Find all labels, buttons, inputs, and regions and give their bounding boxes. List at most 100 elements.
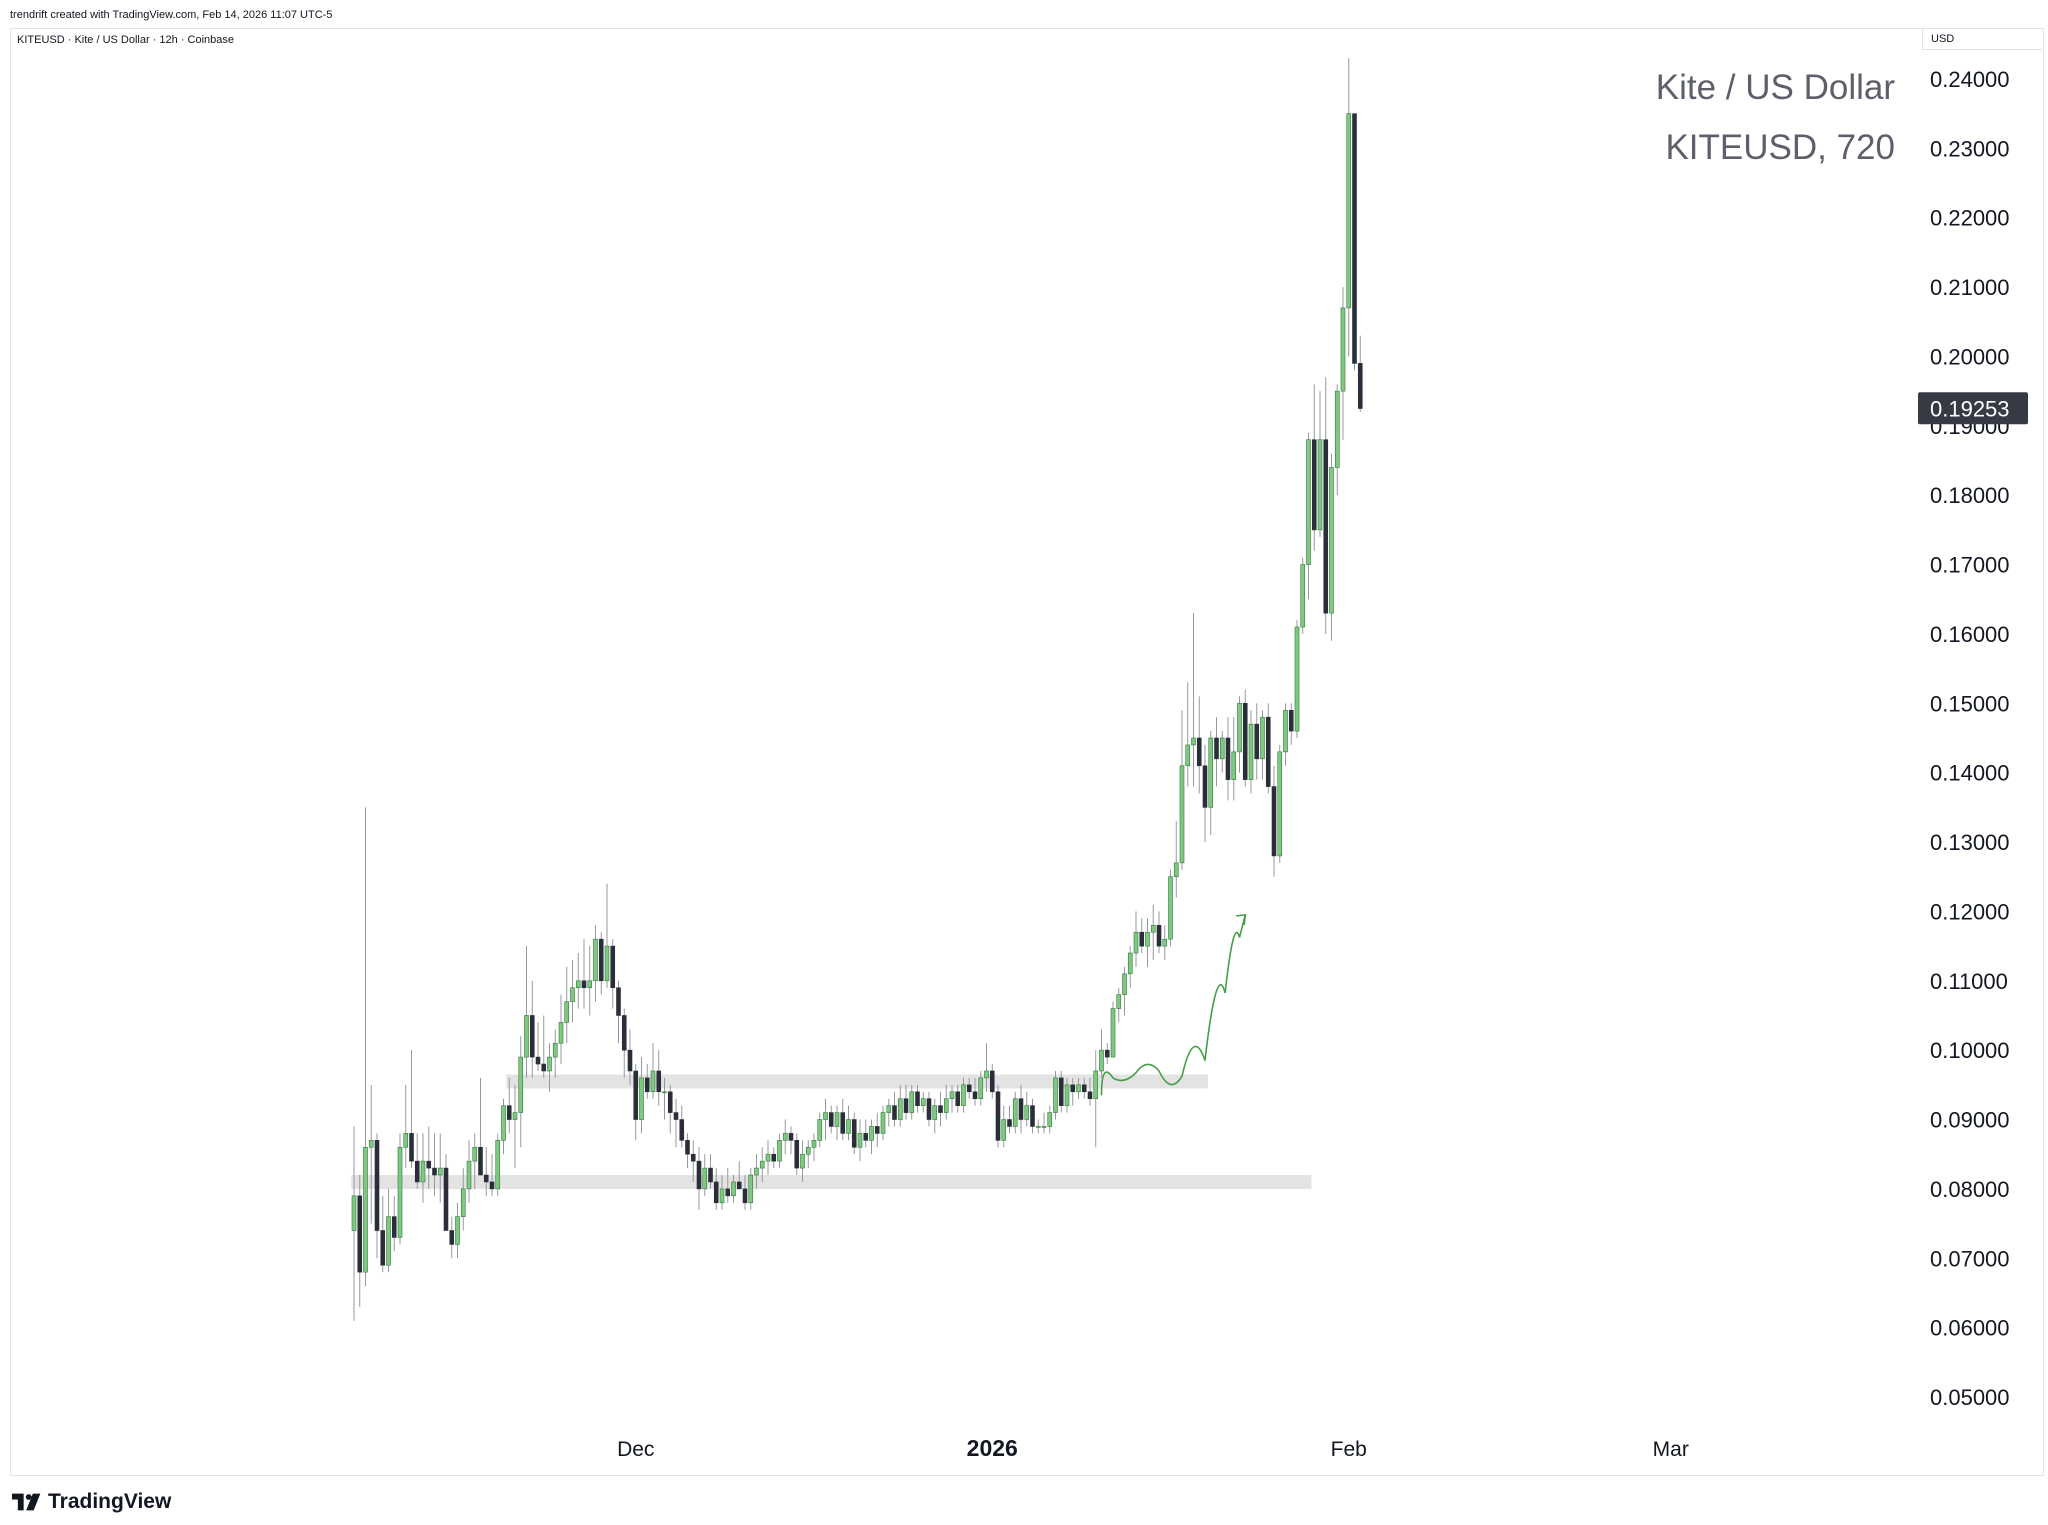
candle: [426, 1126, 432, 1189]
candle-body-up: [650, 1070, 656, 1093]
candle: [1185, 682, 1191, 787]
candle-body-up: [1064, 1084, 1070, 1106]
candle: [1248, 710, 1254, 794]
candle-body-down: [644, 1077, 650, 1093]
candle-body-down: [1030, 1105, 1035, 1127]
candle-body-down: [1018, 1098, 1024, 1120]
candle-body-down: [610, 945, 616, 989]
candle: [552, 1029, 558, 1078]
price-tick-label: 0.17000: [1930, 553, 2010, 578]
candle: [449, 1216, 455, 1259]
candle: [989, 1064, 995, 1099]
candle-body-up: [1317, 439, 1323, 531]
candle-body-down: [771, 1153, 777, 1162]
candle-body-up: [512, 1112, 518, 1120]
time-tick-label: 2026: [967, 1435, 1018, 1461]
candle-body-down: [374, 1140, 380, 1231]
candle-body-up: [909, 1091, 915, 1113]
candle-body-down: [621, 1015, 627, 1051]
candle-body-down: [725, 1188, 731, 1197]
tradingview-logo[interactable]: TradingView: [12, 1490, 171, 1514]
candle: [943, 1084, 949, 1120]
candle: [351, 1126, 357, 1321]
candle: [708, 1154, 713, 1189]
candle-body-up: [869, 1126, 874, 1141]
candle: [966, 1077, 972, 1099]
time-tick-label: Feb: [1331, 1438, 1367, 1461]
candle: [823, 1098, 828, 1141]
candle-body-down: [1323, 439, 1329, 614]
candle: [432, 1133, 437, 1196]
candle-body-down: [598, 938, 604, 982]
candle-body-down: [535, 1056, 541, 1065]
candle: [909, 1084, 915, 1120]
candle: [702, 1154, 708, 1196]
candle: [886, 1098, 892, 1127]
candle: [765, 1140, 771, 1176]
symbol-legend[interactable]: KITEUSD · Kite / US Dollar · 12h · Coinb…: [17, 34, 235, 46]
price-tick-label: 0.14000: [1930, 761, 2010, 786]
candle-body-down: [1311, 439, 1317, 531]
candle-body-up: [834, 1112, 840, 1127]
candle: [811, 1133, 817, 1162]
candle-body-down: [690, 1153, 696, 1162]
candle-body-up: [524, 1015, 529, 1058]
candle-body-up: [1162, 938, 1168, 947]
candle-body-down: [892, 1105, 897, 1120]
candle-body-up: [702, 1167, 708, 1190]
candle-body-up: [1047, 1112, 1053, 1127]
price-tick-label: 0.22000: [1930, 206, 2010, 231]
price-tick-label: 0.13000: [1930, 830, 2010, 855]
candle-body-down: [828, 1112, 834, 1127]
candle: [995, 1084, 1001, 1148]
candle-body-down: [874, 1126, 880, 1134]
candle-body-up: [518, 1056, 524, 1113]
candle-body-up: [1237, 703, 1242, 753]
candle-body-down: [1070, 1084, 1076, 1093]
candle: [610, 939, 616, 1009]
candle: [1024, 1091, 1030, 1127]
candle-body-up: [1173, 862, 1179, 878]
candle: [1076, 1077, 1081, 1099]
candle-body-up: [1248, 723, 1254, 780]
candle-body-up: [984, 1070, 989, 1079]
candle-body-up: [943, 1098, 949, 1113]
candle: [1208, 731, 1214, 836]
candle-body-down: [903, 1098, 909, 1113]
candle: [1093, 1050, 1099, 1148]
candle: [437, 1133, 443, 1203]
candle-body-up: [1041, 1126, 1047, 1128]
candle-body-down: [489, 1181, 495, 1190]
candle: [1064, 1077, 1070, 1113]
candle-body-down: [1156, 924, 1162, 947]
candle-body-up: [1260, 716, 1265, 760]
candle: [1237, 696, 1242, 773]
candle-body-down: [966, 1084, 972, 1093]
candle: [1196, 696, 1202, 794]
candle-body-down: [426, 1160, 432, 1169]
candle: [489, 1154, 495, 1196]
price-zone-2: [351, 1175, 1312, 1190]
candle-body-down: [443, 1167, 449, 1231]
currency-label[interactable]: USD: [1922, 28, 2042, 50]
price-tick-label: 0.23000: [1930, 136, 2010, 161]
candle: [598, 932, 604, 995]
candle: [1317, 391, 1323, 537]
candle: [1329, 453, 1334, 641]
price-axis: 0.05000 0.06000 0.07000 0.08000 0.09000 0.100…: [1930, 67, 2010, 1410]
candle-body-up: [437, 1167, 443, 1176]
candle-body-down: [972, 1091, 978, 1100]
candle-body-up: [587, 980, 593, 989]
candle: [679, 1105, 685, 1148]
candle: [409, 1050, 414, 1169]
candle-body-up: [857, 1133, 863, 1148]
candle-body-up: [800, 1153, 805, 1169]
candle: [662, 1077, 667, 1120]
candle: [1306, 432, 1311, 600]
price-tick-label: 0.21000: [1930, 275, 2010, 300]
candle: [363, 807, 368, 1287]
price-tick-label: 0.15000: [1930, 691, 2010, 716]
candle: [800, 1140, 805, 1182]
candle-body-up: [880, 1112, 886, 1134]
